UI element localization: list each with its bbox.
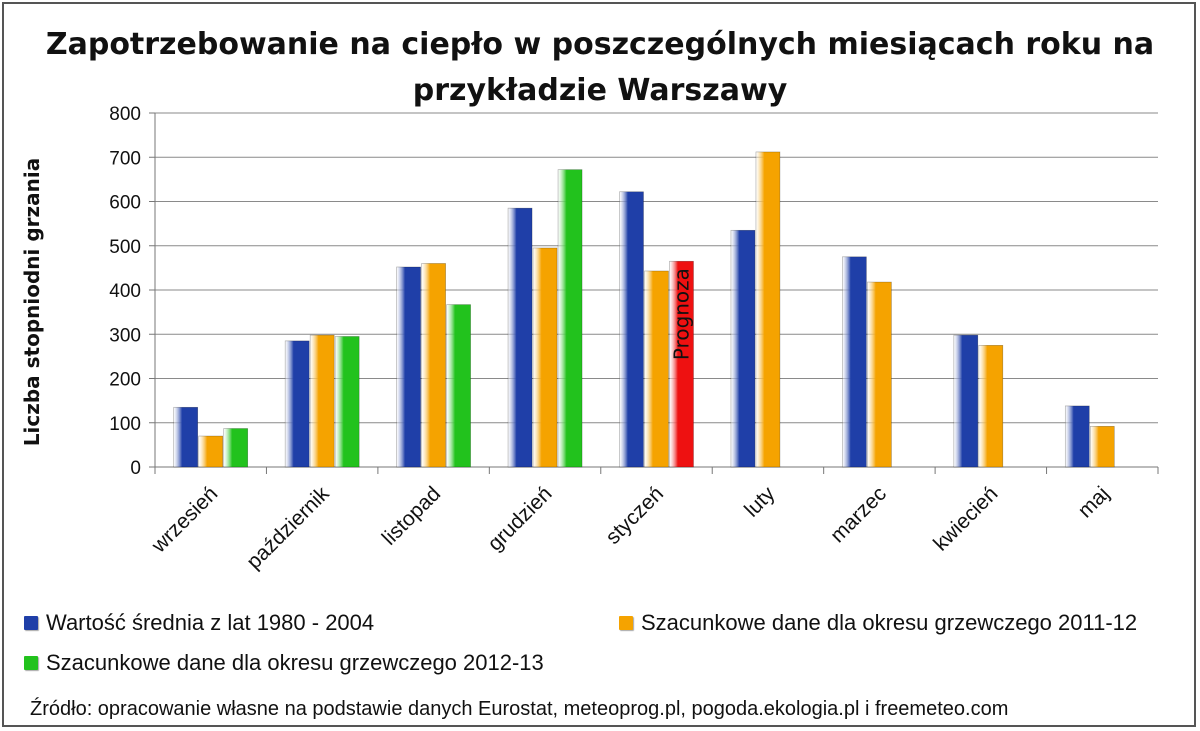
bar-1 (284, 340, 310, 468)
x-tick-label: listopad (378, 482, 445, 549)
legend-label-series-3: Szacunkowe dane dla okresu grzewczego 20… (46, 650, 544, 675)
x-tick-label: kwiecień (929, 482, 1002, 555)
legend-label-series-1: Wartość średnia z lat 1980 - 2004 (46, 610, 375, 635)
y-tick-label: 600 (109, 193, 141, 214)
source-note: Źródło: opracowanie własne na podstawie … (30, 698, 1009, 720)
chart-title: Zapotrzebowanie na ciepło w poszczególny… (0, 22, 1200, 114)
y-tick-label: 800 (109, 104, 141, 125)
bar-2 (867, 281, 892, 468)
bar-forecast (669, 260, 694, 468)
x-tick-label: październik (242, 482, 334, 574)
bar-1 (507, 207, 533, 468)
legend-label-series-2: Szacunkowe dane dla okresu grzewczego 20… (641, 610, 1138, 635)
bar-1 (1064, 405, 1090, 468)
x-tick-label: maj (1074, 482, 1114, 522)
bar-2 (1089, 425, 1115, 468)
y-axis-label: Liczba stopniodni grzania (20, 158, 44, 447)
bar-1 (396, 266, 421, 468)
y-tick-label: 100 (109, 414, 141, 435)
x-tick-label: marzec (826, 482, 891, 547)
bar-2 (644, 270, 669, 468)
bar-2 (309, 334, 335, 468)
legend-item-series-2: Szacunkowe dane dla okresu grzewczego 20… (619, 610, 1137, 636)
bar-2 (532, 247, 558, 468)
bar-3 (557, 169, 583, 468)
bar-1 (730, 229, 756, 468)
x-tick-label: wrzesień (147, 482, 223, 558)
bar-1 (173, 406, 199, 468)
bar-2 (421, 263, 446, 468)
forecast-label: Prognoza (670, 268, 694, 360)
legend-swatch-series-1 (24, 616, 38, 630)
bar-2 (198, 435, 224, 468)
bar-1 (842, 256, 867, 468)
y-tick-label: 300 (109, 325, 141, 346)
y-tick-label: 700 (109, 148, 141, 169)
y-tick-label: 200 (109, 370, 141, 391)
bar-3 (334, 336, 360, 468)
x-tick-label: luty (740, 482, 780, 522)
x-tick-label: grudzień (483, 482, 556, 555)
chart-title-line-2: przykładzie Warszawy (412, 73, 788, 108)
chart-title-line-1: Zapotrzebowanie na ciepło w poszczególny… (45, 27, 1155, 62)
x-tick-label: styczeń (601, 482, 668, 549)
bar-2 (978, 345, 1004, 468)
bar-2 (755, 151, 781, 468)
y-tick-label: 400 (109, 281, 141, 302)
bar-3 (446, 304, 471, 468)
bar-1 (619, 191, 644, 468)
legend-swatch-series-2 (619, 616, 633, 630)
legend-item-series-3: Szacunkowe dane dla okresu grzewczego 20… (24, 650, 544, 676)
legend-item-series-1: Wartość średnia z lat 1980 - 2004 (24, 610, 374, 636)
y-tick-label: 0 (130, 458, 141, 479)
legend-swatch-series-3 (24, 656, 38, 670)
bar-1 (953, 334, 979, 468)
y-tick-label: 500 (109, 237, 141, 258)
bar-3 (223, 428, 249, 468)
